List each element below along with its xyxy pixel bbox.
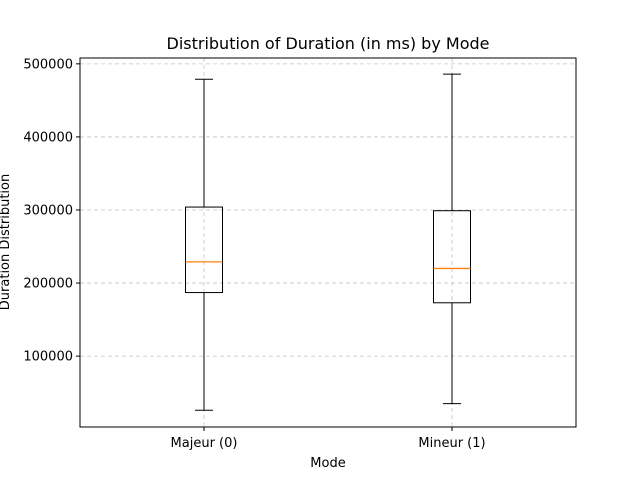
y-tick-label: 200000 [23, 277, 73, 292]
x-axis-label: Mode [310, 456, 345, 471]
x-tick-label: Majeur (0) [171, 436, 238, 451]
iqr-box [185, 206, 223, 294]
y-axis-label: Duration Distribution [0, 174, 13, 310]
x-axis-ticks: Majeur (0) Mineur (1) [171, 427, 486, 451]
x-tick-label: Mineur (1) [418, 436, 485, 451]
y-tick-label: 500000 [23, 57, 73, 72]
y-tick-label: 400000 [23, 130, 73, 145]
plot-area-frame [79, 57, 577, 428]
iqr-box [433, 210, 471, 304]
y-tick-label: 100000 [23, 350, 73, 365]
box-plots [185, 73, 471, 411]
box-plot-1 [185, 78, 223, 411]
y-tick-label: 300000 [23, 203, 73, 218]
y-axis-ticks: 100000 200000 300000 400000 500000 [23, 57, 80, 365]
chart-title: Distribution of Duration (in ms) by Mode [167, 34, 490, 53]
grid-lines [80, 58, 576, 427]
box-plot-2 [433, 73, 471, 405]
